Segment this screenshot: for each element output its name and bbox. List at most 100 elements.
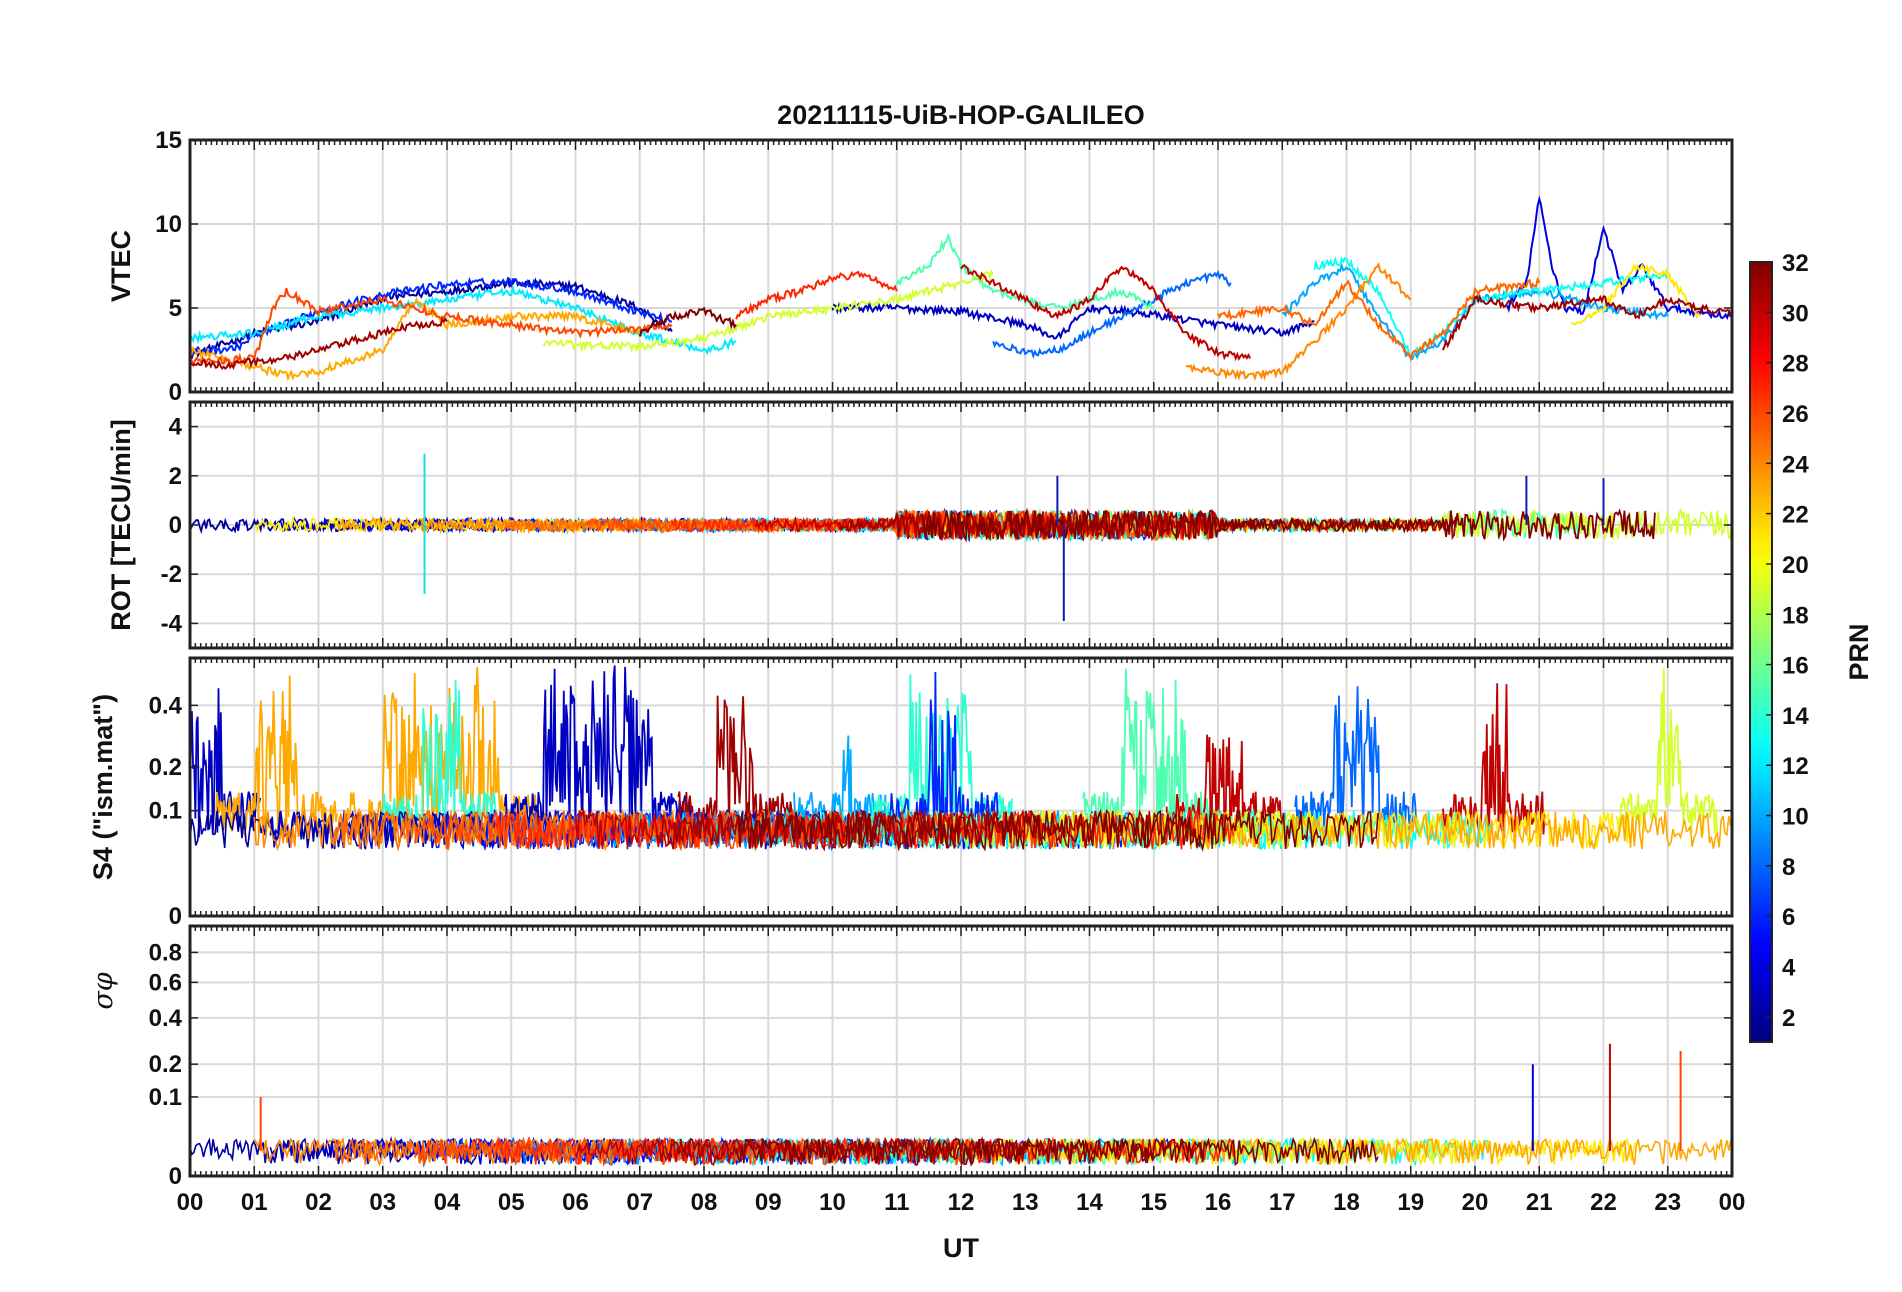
s4-series-prn-32: [735, 808, 1379, 852]
sigma_phi-y-tick-label: 0: [169, 1163, 182, 1190]
colorbar-tick-label: 20: [1782, 552, 1809, 579]
sigma-phi-y-label: σφ: [88, 972, 119, 1009]
sigma_phi-y-tick-label: 0.2: [149, 1051, 182, 1078]
colorbar-tick-label: 2: [1782, 1005, 1795, 1032]
vtec-series-prn-24: [1185, 262, 1412, 382]
vtec-series-prn-26: [190, 287, 673, 368]
vtec-y-label: VTEC: [106, 230, 136, 302]
vtec-series-prn-23: [190, 297, 641, 382]
colorbar-tick-label: 24: [1782, 451, 1809, 478]
rot-y-label: ROT [TECU/min]: [106, 419, 136, 630]
sigma_phi-y-tick-label: 0.6: [149, 969, 182, 996]
s4-y-tick-label: 0: [169, 903, 182, 930]
x-tick-label: 06: [562, 1189, 589, 1216]
vtec-series-prn-3: [831, 301, 1315, 340]
vtec-series-prn-6: [190, 276, 673, 357]
vtec-series-prn-21: [1570, 262, 1701, 326]
sigma-series-prn-23: [1073, 1136, 1732, 1166]
x-tick-label: 11: [884, 1189, 909, 1216]
colorbar-tick-label: 32: [1782, 250, 1809, 277]
sigma_phi-y-tick-label: 0.8: [149, 939, 182, 966]
sigma-series-prn-24: [253, 1135, 705, 1167]
x-tick-label: 05: [498, 1189, 525, 1216]
panel-rot: -4 -2 0 2 4 ROT [TECU/min]: [106, 400, 1734, 650]
rot-series-prn-32: [921, 507, 1656, 543]
x-tick-label: 20: [1462, 1189, 1489, 1216]
x-tick-label: 12: [948, 1189, 975, 1216]
s4-y-tick-label: 0.1: [149, 798, 182, 825]
colorbar-tick-label: 10: [1782, 804, 1809, 831]
colorbar-tick-label: 6: [1782, 904, 1795, 931]
s4-burst-prn-3: [190, 688, 262, 838]
x-tick-label: 10: [819, 1189, 846, 1216]
colorbar-label: PRN: [1844, 623, 1874, 680]
colorbar-tick-label: 18: [1782, 602, 1809, 629]
sigma_phi-grid: [190, 926, 1732, 1176]
x-tick-label: 00: [1719, 1189, 1746, 1216]
x-tick-label: 07: [626, 1189, 653, 1216]
s4-burst-prn-8: [1294, 686, 1418, 841]
x-tick-label: 17: [1269, 1189, 1296, 1216]
vtec-y-tick-label: 5: [169, 295, 182, 322]
vtec-series-prn-13: [1313, 255, 1669, 359]
vtec-series-prn-32: [638, 306, 737, 337]
sigma_phi-y-tick-label: 0.1: [149, 1084, 182, 1111]
s4-ticks: [189, 658, 1733, 917]
colorbar-tick-label: 14: [1782, 703, 1809, 730]
s4-y-tick-label: 0.2: [149, 754, 182, 781]
panel-s4: 0 0.1 0.2 0.4 S4 ("ism.mat"): [88, 656, 1734, 930]
s4-series: [190, 665, 1732, 852]
vtec-y-tick-label: 15: [155, 127, 182, 154]
x-tick-label: 00: [177, 1189, 204, 1216]
panel-sigma_phi: 0 0.1 0.2 0.4 0.6 0.8 σφ: [88, 924, 1734, 1190]
x-tick-label: 13: [1012, 1189, 1039, 1216]
s4-burst-prn-23: [214, 675, 338, 840]
s4-y-label: S4 ("ism.mat"): [88, 694, 118, 880]
vtec-series-prn-12: [190, 284, 737, 356]
s4-y-tick-label: 0.4: [149, 692, 183, 719]
x-tick-label: 01: [241, 1189, 268, 1216]
s4-burst-prn-14: [381, 679, 500, 836]
x-tick-label: 23: [1654, 1189, 1681, 1216]
chart-title: 20211115-UiB-HOP-GALILEO: [777, 100, 1145, 130]
x-tick-labels: 00 01 02 03 04 05 06 07 08 09 10 11 12 13 14 15 16 17 18 19…: [177, 1189, 1746, 1216]
x-tick-label: 15: [1140, 1189, 1167, 1216]
vtec-y-tick-label: 10: [155, 211, 182, 238]
x-tick-label: 02: [305, 1189, 332, 1216]
rot-y-tick-label: -2: [161, 561, 182, 588]
panels: 0 5 10 15 VTEC -4 -2 0 2 4 ROT [TECU/min] 0 0.1 0.2 0.…: [88, 127, 1734, 1190]
x-tick-label: 21: [1526, 1189, 1553, 1216]
panel-vtec: 0 5 10 15 VTEC: [106, 127, 1734, 406]
rot-y-tick-label: -4: [161, 610, 183, 637]
vtec-series-prn-25: [1217, 276, 1541, 363]
colorbar-tick-label: 8: [1782, 854, 1795, 881]
rot-series: [190, 453, 1732, 621]
x-tick-label: 22: [1590, 1189, 1617, 1216]
rot-y-tick-label: 0: [169, 512, 182, 539]
x-tick-label: 16: [1205, 1189, 1232, 1216]
x-tick-label: 03: [369, 1189, 396, 1216]
vtec-series-prn-31: [1441, 294, 1732, 351]
vtec-series-prn-31: [190, 317, 448, 371]
vtec-y-tick-label: 0: [169, 379, 182, 406]
colorbar-tick-label: 4: [1782, 955, 1796, 982]
vtec-series-prn-27: [735, 270, 898, 320]
sigma-series-prn-32: [735, 1136, 1379, 1167]
vtec-series-prn-30: [960, 263, 1251, 362]
vtec-series-prn-19: [542, 269, 994, 354]
colorbar-tick-label: 12: [1782, 753, 1809, 780]
vtec-ticks: [189, 139, 1733, 393]
x-tick-label: 09: [755, 1189, 782, 1216]
colorbar-tick-label: 22: [1782, 502, 1809, 529]
sigma-series-prn-21: [992, 1136, 1636, 1166]
x-tick-label: 14: [1076, 1189, 1103, 1216]
x-tick-label: 18: [1333, 1189, 1360, 1216]
colorbar-gradient: [1749, 261, 1773, 1043]
colorbar-tick-label: 26: [1782, 401, 1809, 428]
x-tick-label: 08: [691, 1189, 718, 1216]
rot-y-tick-label: 4: [169, 414, 183, 441]
vtec-series: [190, 195, 1732, 382]
sigma_phi-y-tick-label: 0.4: [149, 1005, 183, 1032]
